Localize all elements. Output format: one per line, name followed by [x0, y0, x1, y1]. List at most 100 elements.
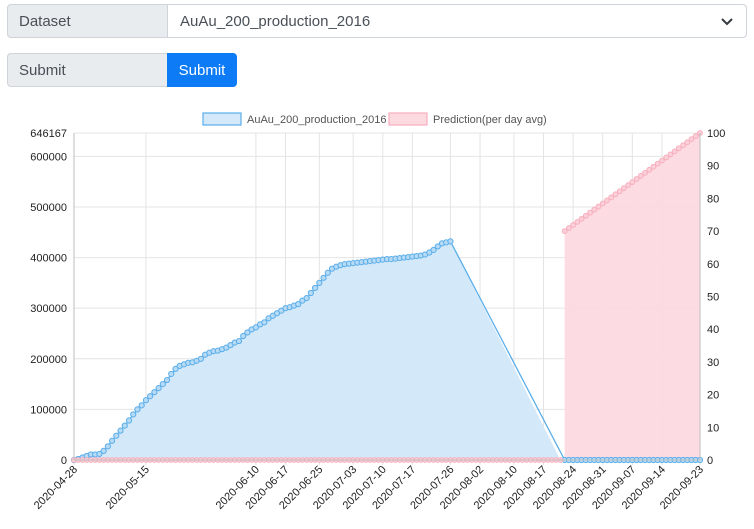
production-point[interactable] [100, 447, 107, 454]
y-right-tick-label: 50 [707, 292, 719, 304]
production-point[interactable] [168, 370, 175, 378]
prediction-point[interactable] [667, 151, 674, 158]
y-right-tick-label: 30 [707, 357, 719, 369]
production-point[interactable] [113, 432, 120, 439]
production-point[interactable] [447, 238, 454, 245]
production-point[interactable] [261, 319, 268, 326]
y-left-tick-label: 0 [61, 455, 67, 467]
y-right-tick-label: 20 [707, 390, 719, 402]
prediction-point[interactable] [659, 157, 665, 164]
y-left-tick-label: 300000 [30, 303, 67, 315]
y-right-tick-label: 10 [707, 422, 719, 434]
production-point[interactable] [147, 393, 154, 400]
prediction-point[interactable] [637, 173, 644, 179]
production-point[interactable] [430, 246, 437, 254]
y-left-tick-label: 600000 [30, 151, 67, 163]
prediction-point[interactable] [561, 228, 568, 234]
production-point[interactable] [434, 243, 441, 250]
dataset-label: Dataset [7, 4, 167, 38]
production-point[interactable] [96, 450, 103, 458]
submit-label: Submit [7, 53, 167, 87]
production-point[interactable] [235, 337, 243, 345]
y-right-tick-label: 90 [707, 161, 719, 173]
production-point[interactable] [252, 324, 259, 331]
prediction-point[interactable] [675, 145, 682, 152]
production-point[interactable] [130, 411, 137, 418]
prediction-point[interactable] [612, 191, 619, 198]
prediction-point[interactable] [565, 225, 572, 231]
prediction-point[interactable] [633, 176, 640, 182]
production-point[interactable] [324, 269, 331, 276]
y-right-tick-label: 40 [707, 324, 719, 336]
x-tick-label: 2020-04-28 [32, 464, 80, 512]
production-point[interactable] [163, 376, 171, 384]
production-point[interactable] [142, 397, 150, 404]
prediction-point[interactable] [591, 206, 598, 213]
y-right-tick-label: 70 [707, 226, 719, 238]
prediction-point[interactable] [692, 133, 699, 139]
dataset-select[interactable]: AuAu_200_production_2016 [167, 4, 747, 38]
y-left-tick-label: 400000 [30, 253, 67, 265]
prediction-area [564, 133, 700, 460]
y-left-tick-label: 200000 [30, 354, 67, 366]
prediction-point[interactable] [599, 200, 606, 207]
submit-row: Submit Submit [7, 53, 237, 87]
prediction-point[interactable] [570, 222, 577, 228]
production-point[interactable] [295, 301, 302, 308]
production-point[interactable] [134, 406, 141, 413]
prediction-point[interactable] [625, 182, 631, 189]
prediction-point[interactable] [582, 212, 589, 219]
production-point[interactable] [121, 422, 128, 429]
prediction-point[interactable] [684, 139, 691, 146]
dataset-row: Dataset AuAu_200_production_2016 [7, 4, 747, 38]
production-point[interactable] [172, 365, 179, 373]
prediction-point[interactable] [663, 154, 670, 161]
production-point[interactable] [138, 402, 145, 409]
production-point[interactable] [117, 427, 124, 434]
legend-label-prediction[interactable]: Prediction(per day avg) [433, 114, 547, 126]
y-left-tick-label: 500000 [30, 202, 67, 214]
prediction-point[interactable] [629, 179, 636, 185]
prediction-point[interactable] [688, 136, 695, 143]
production-point[interactable] [240, 332, 247, 340]
prediction-point[interactable] [608, 194, 615, 201]
x-tick-label: 2020-05-15 [104, 464, 152, 512]
prediction-point[interactable] [587, 209, 593, 216]
prediction-point[interactable] [650, 163, 657, 170]
production-point[interactable] [125, 417, 133, 424]
production-point[interactable] [151, 389, 158, 396]
production-point[interactable] [197, 355, 204, 362]
production-point[interactable] [159, 380, 166, 388]
prediction-point[interactable] [671, 148, 678, 155]
legend-label-production[interactable]: AuAu_200_production_2016 [247, 114, 386, 126]
y-right-tick-label: 0 [707, 455, 713, 467]
production-point[interactable] [320, 274, 327, 281]
production-point[interactable] [311, 284, 319, 292]
prediction-point[interactable] [642, 169, 648, 176]
production-point[interactable] [303, 294, 310, 302]
prediction-point[interactable] [654, 160, 661, 167]
y-left-tick-label: 646167 [30, 128, 67, 140]
submit-button[interactable]: Submit [167, 53, 237, 87]
prediction-point[interactable] [604, 197, 610, 204]
prediction-point[interactable] [595, 203, 602, 210]
chevron-down-icon [721, 18, 733, 26]
prediction-point[interactable] [578, 215, 585, 222]
prediction-point[interactable] [574, 219, 581, 225]
production-point[interactable] [307, 289, 314, 297]
prediction-point[interactable] [616, 188, 623, 195]
production-point[interactable] [316, 279, 323, 286]
production-point[interactable] [244, 329, 251, 336]
prediction-point[interactable] [680, 142, 686, 149]
production-point[interactable] [108, 437, 116, 444]
y-right-tick-label: 60 [707, 259, 719, 271]
y-left-tick-label: 100000 [30, 404, 67, 416]
y-right-tick-label: 100 [707, 128, 725, 140]
prediction-point[interactable] [620, 185, 627, 192]
production-point[interactable] [104, 443, 111, 450]
dataset-select-value: AuAu_200_production_2016 [180, 12, 371, 30]
production-point[interactable] [155, 385, 162, 392]
prediction-point[interactable] [646, 166, 653, 173]
legend-swatch-prediction[interactable] [388, 112, 428, 126]
legend-swatch-production[interactable] [202, 112, 242, 126]
